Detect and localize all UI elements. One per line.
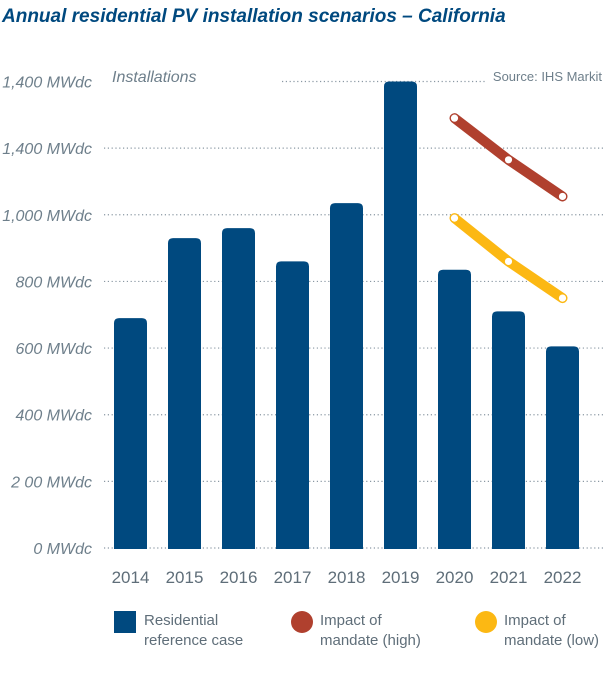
x-tick-label: 2018 [328,568,366,587]
x-axis-ticks: 2014 2015 2016 2017 2018 2019 2020 2021 2022 [112,568,582,587]
bars [114,81,579,549]
y-tick-label: 600 MWdc [16,341,92,358]
bar-2015 [168,238,201,549]
x-tick-label: 2019 [382,568,420,587]
point-mandate-low-2021 [504,257,513,266]
legend-swatch-reference [114,611,136,633]
point-mandate-high-2021 [504,156,513,164]
y-tick-label: 2 00 MWdc [10,474,92,491]
bar-2014 [114,318,147,549]
bar-2017 [276,261,309,549]
legend-swatch-low [475,611,497,633]
x-tick-label: 2014 [112,568,150,587]
x-tick-label: 2015 [166,568,204,587]
x-tick-label: 2020 [436,568,474,587]
y-tick-label: 1,400 MWdc [2,75,92,92]
legend-label-low-2: mandate (low) [504,632,599,649]
y-axis-ticks: 0 MWdc 2 00 MWdc 400 MWdc 600 MWdc 800 MWdc 1… [2,75,92,559]
x-tick-label: 2022 [544,568,582,587]
y-tick-label: 400 MWdc [16,408,92,425]
legend-label-low-1: Impact of [504,612,567,629]
bar-2022 [546,346,579,549]
bar-2021 [492,311,525,549]
x-tick-label: 2016 [220,568,258,587]
bar-2016 [222,228,255,549]
bar-2020 [438,269,471,549]
point-mandate-high-2020 [450,114,459,122]
legend-label-reference-1: Residential [144,612,218,629]
chart-title: Annual residential PV installation scena… [1,6,506,27]
legend-swatch-high [291,611,313,633]
point-mandate-low-2022 [558,294,567,302]
x-tick-label: 2017 [274,568,312,587]
source-note: Source: IHS Markit [493,69,602,84]
point-mandate-high-2022 [558,192,567,201]
y-tick-label: 800 MWdc [16,274,92,291]
point-mandate-low-2020 [450,214,459,222]
y-axis-label: Installations [112,69,197,86]
legend-label-reference-2: reference case [144,632,243,649]
legend-label-high-1: Impact of [320,612,383,629]
bar-2018 [330,203,363,549]
y-tick-label: 0 MWdc [33,541,92,558]
y-tick-label: 1,000 MWdc [2,208,92,225]
y-tick-label: 1,400 MWdc [2,141,92,158]
x-tick-label: 2021 [490,568,528,587]
legend-label-high-2: mandate (high) [320,632,421,649]
lines [449,113,568,304]
legend: Residential reference case Impact of man… [114,611,599,649]
bar-2019 [384,81,417,549]
